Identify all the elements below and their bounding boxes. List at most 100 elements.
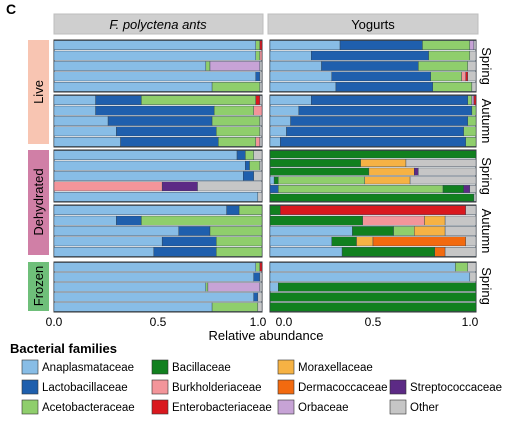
bar-segment-other [253, 171, 263, 181]
column-header-ants-box [53, 13, 264, 35]
bar-segment-moraxellaceae [364, 176, 411, 185]
bar-segment-lactobacillaceae [107, 116, 213, 126]
bar-segment-other [467, 71, 477, 82]
bar-segment-lactobacillaceae [243, 171, 254, 181]
bar-segment-bacillaceae [269, 292, 477, 302]
bar-segment-acetobacteraceae [418, 61, 468, 71]
bar-segment-lactobacillaceae [311, 50, 429, 61]
legend-label-orbaceae: Orbaceae [298, 402, 349, 414]
bar-segment-enterobacteriaceae [280, 205, 466, 216]
legend-swatch-streptococcaceae [389, 379, 407, 395]
bar-segment-acetobacteraceae [467, 95, 473, 105]
bar-segment-lactobacillaceae [161, 236, 217, 247]
legend-label-anaplasmataceae: Anaplasmataceae [42, 362, 134, 374]
column-header-yogurts-box [267, 13, 479, 35]
bar-segment-other [469, 50, 477, 61]
legend-label-moraxellaceae: Moraxellaceae [298, 362, 373, 374]
bar-segment-acetobacteraceae [255, 262, 261, 272]
bar-segment-anaplasmataceae [53, 215, 117, 226]
bars-layer [53, 39, 477, 313]
bar-segment-orbaceae [469, 40, 475, 50]
bar-segment-enterobacteriaceae [259, 40, 263, 50]
bar-segment-other [467, 262, 477, 272]
bar-segment-anaplasmataceae [53, 262, 256, 272]
bar-segment-bacillaceae [352, 226, 394, 236]
bar-segment-anaplasmataceae [53, 50, 256, 61]
bar-segment-acetobacteraceae [278, 176, 365, 185]
bar-segment-other [259, 136, 263, 147]
bar-segment-anaplasmataceae [53, 81, 213, 92]
legend-label-burkholderiaceae: Burkholderiaceae [172, 382, 262, 394]
bar-segment-bacillaceae [269, 215, 363, 226]
bar-segment-other [253, 150, 263, 161]
bar-segment-other [418, 167, 477, 176]
legend-swatch-orbaceae [277, 399, 295, 415]
bar-segment-moraxellaceae [356, 236, 374, 247]
bar-segment-lactobacillaceae [226, 205, 240, 216]
bar-segment-lactobacillaceae [253, 292, 259, 302]
legend: Anaplasmataceae Lactobacillaceae Acetobact… [21, 359, 502, 415]
bar-segment-other [467, 61, 477, 71]
bar-segment-orbaceae [209, 61, 261, 71]
bar-segment-lactobacillaceae [245, 160, 250, 171]
bar-segment-dermacoccaceae [434, 246, 446, 257]
bar-segment-anaplasmataceae [53, 171, 244, 181]
bar-segment-lactobacillaceae [120, 136, 219, 147]
bar-segment-burkholderiaceae [255, 136, 261, 147]
bar-segment-lactobacillaceae [255, 71, 261, 82]
bar-segment-anaplasmataceae [269, 126, 287, 137]
bar-segment-acetobacteraceae [205, 282, 209, 292]
row-strip-frozen [28, 262, 49, 311]
bar-segment-burkholderiaceae [259, 50, 263, 61]
bar-segment-anaplasmataceae [269, 262, 456, 272]
bar-segment-other [444, 226, 477, 236]
bar-segment-anaplasmataceae [269, 272, 471, 282]
bar-segment-lactobacillaceae [286, 126, 464, 137]
bar-segment-burkholderiaceae [253, 105, 263, 116]
bar-segment-bacillaceae [273, 176, 279, 185]
bar-segment-orbaceae [471, 95, 475, 105]
bar-segment-bacillaceae [331, 236, 357, 247]
bar-segment-lactobacillaceae [153, 246, 217, 257]
bar-segment-other [259, 61, 263, 71]
bar-segment-anaplasmataceae [53, 71, 256, 82]
bar-segment-other [473, 40, 477, 50]
column-header-ants: F. polyctena ants [109, 17, 207, 32]
bar-segment-lactobacillaceae [116, 215, 142, 226]
bar-segment-lactobacillaceae [116, 126, 217, 137]
bar-segment-lactobacillaceae [311, 95, 468, 105]
bar-segment-anaplasmataceae [269, 236, 332, 247]
bar-segment-anaplasmataceae [53, 40, 256, 50]
bar-segment-moraxellaceae [360, 159, 407, 167]
bar-segment-bacillaceae [269, 302, 477, 312]
bar-segment-acetobacteraceae [278, 185, 444, 193]
bar-segment-acetobacteraceae [245, 150, 254, 161]
bar-segment-other [469, 185, 477, 193]
bar-segment-enterobacteriaceae [473, 95, 477, 105]
bar-segment-other [259, 116, 263, 126]
bar-segment-streptococcaceae [161, 181, 198, 192]
bar-segment-acetobacteraceae [467, 116, 477, 126]
bar-segment-lactobacillaceae [339, 40, 423, 50]
column-header-yogurts: Yogurts [351, 17, 395, 32]
legend-label-other: Other [410, 402, 439, 414]
bar-segment-other [257, 302, 263, 312]
legend-swatch-other [389, 399, 407, 415]
bar-segment-acetobacteraceae [255, 40, 261, 50]
bar-segment-bacillaceae [269, 193, 475, 202]
season-label-dehydrated-autumn: Autumn [479, 209, 494, 254]
bar-segment-acetobacteraceae [141, 215, 263, 226]
bar-segment-bacillaceae [269, 167, 370, 176]
bar-segment-acetobacteraceae [432, 81, 473, 92]
bar-segment-acetobacteraceae [141, 95, 256, 105]
legend-label-lactobacillaceae: Lactobacillaceae [42, 382, 128, 394]
bar-segment-anaplasmataceae [269, 81, 337, 92]
legend-swatch-anaplasmataceae [21, 359, 39, 375]
bar-segment-burkholderiaceae [461, 71, 466, 82]
season-label-frozen-spring: Spring [479, 267, 494, 305]
legend-swatch-acetobacteraceae [21, 399, 39, 415]
bar-segment-orbaceae [207, 282, 261, 292]
bar-segment-anaplasmataceae [269, 105, 300, 116]
row-strip-dehydrated [28, 150, 49, 255]
bar-segment-anaplasmataceae [269, 116, 291, 126]
